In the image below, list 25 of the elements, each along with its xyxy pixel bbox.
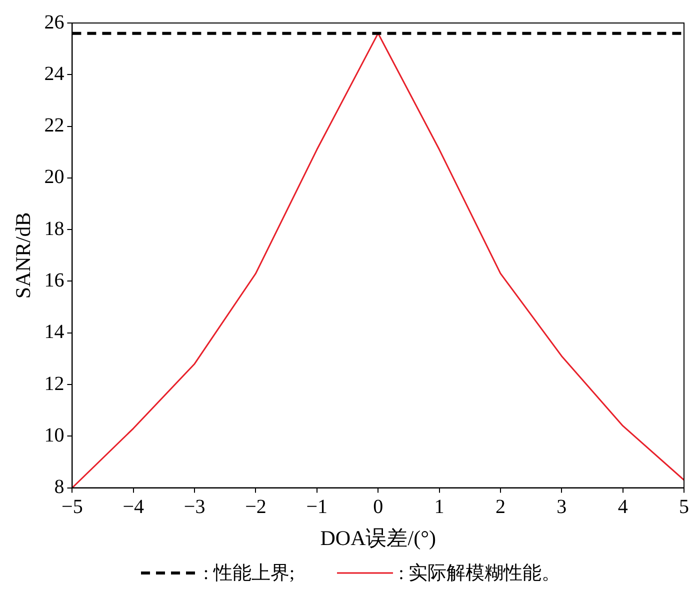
y-tick-label: 26	[44, 11, 64, 34]
x-tick-label: −3	[184, 496, 206, 518]
y-tick-label: 20	[44, 166, 64, 188]
legend-label: : 性能上界;	[203, 562, 295, 586]
x-tick-label: 3	[556, 496, 567, 518]
legend-label: : 实际解模糊性能。	[398, 562, 561, 586]
y-tick-label: 16	[44, 269, 64, 292]
x-tick-label: −4	[122, 496, 144, 518]
y-tick-label: 8	[54, 476, 64, 498]
y-tick-label: 22	[44, 114, 64, 137]
x-tick-label: −5	[62, 496, 83, 518]
x-tick-label: 1	[434, 496, 444, 518]
y-tick-label: 14	[44, 321, 64, 344]
x-tick-label: 2	[495, 496, 506, 518]
x-axis-title: DOA误差/(°)	[320, 526, 436, 550]
x-tick-label: 0	[373, 496, 384, 518]
y-axis-title: SANR/dB	[11, 212, 36, 299]
y-tick-label: 18	[44, 218, 64, 240]
y-tick-label: 10	[44, 424, 64, 446]
y-tick-label: 24	[44, 62, 64, 85]
y-tick-label: 12	[44, 372, 64, 395]
x-tick-label: −1	[306, 496, 328, 518]
x-tick-label: −2	[245, 496, 266, 518]
x-tick-label: 4	[618, 496, 628, 518]
x-tick-label: 5	[679, 496, 689, 518]
